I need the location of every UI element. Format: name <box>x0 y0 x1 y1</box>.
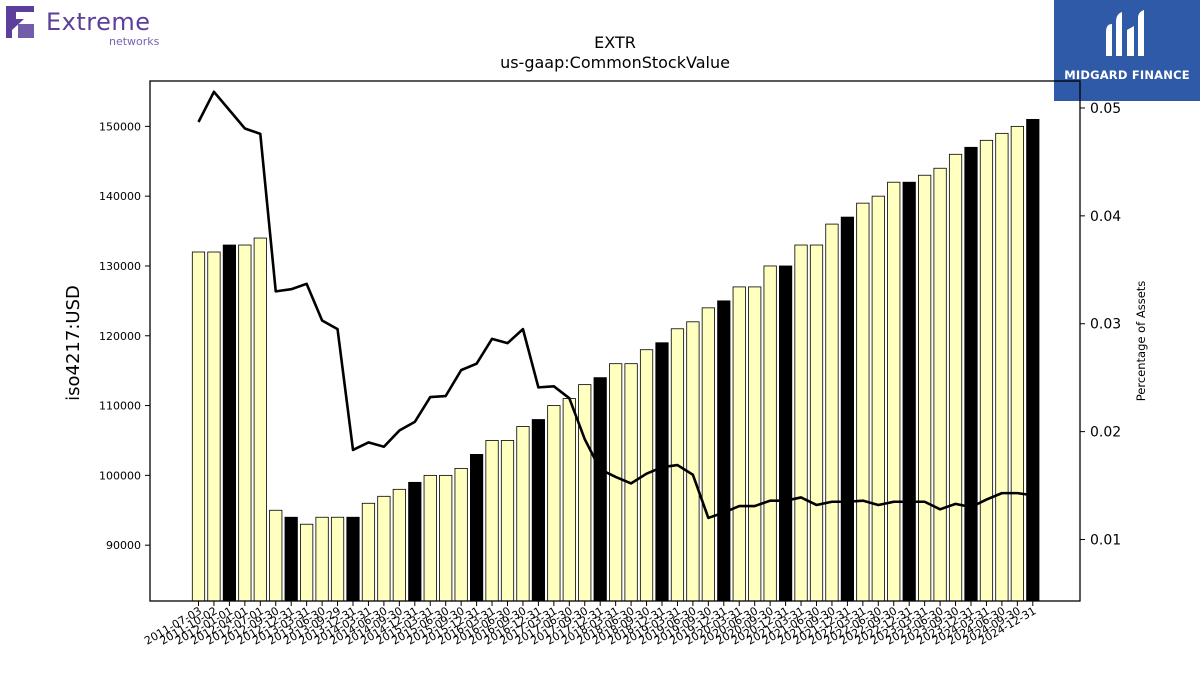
bar <box>809 244 824 602</box>
bar <box>1010 125 1024 602</box>
midgard-logo-icon <box>1106 10 1144 56</box>
bar <box>547 405 561 602</box>
y-tick-label: 120000 <box>99 330 141 343</box>
plot-frame <box>149 80 1081 602</box>
bar <box>918 174 932 602</box>
bar <box>222 244 236 602</box>
bar <box>284 516 298 602</box>
chart-subtitle: us-gaap:CommonStockValue <box>500 53 730 72</box>
bar <box>191 251 206 602</box>
bar <box>593 377 607 602</box>
bar <box>933 167 947 602</box>
y-tick-label: 100000 <box>99 469 141 482</box>
y-tick-label: 130000 <box>99 260 141 273</box>
bar <box>454 467 468 602</box>
bar <box>330 516 345 602</box>
bar <box>361 502 376 602</box>
bar <box>253 237 267 602</box>
bar <box>609 363 623 602</box>
y2-tick-label: 0.01 <box>1090 533 1121 549</box>
y2-tick-label: 0.02 <box>1090 425 1121 441</box>
chart-title: EXTR <box>594 33 636 52</box>
bar <box>825 223 839 602</box>
bar <box>794 244 808 602</box>
extreme-logo-icon <box>6 6 34 38</box>
y-tick-label: 150000 <box>99 120 141 133</box>
y-tick-label: 140000 <box>99 190 141 203</box>
bar <box>902 181 916 602</box>
bar <box>423 474 437 602</box>
bar <box>763 265 777 602</box>
bar <box>531 419 546 602</box>
y-tick-label: 90000 <box>106 539 141 552</box>
bar <box>995 132 1009 602</box>
bar <box>748 286 762 602</box>
bar <box>238 244 252 602</box>
bar <box>948 153 963 602</box>
bar <box>269 509 283 602</box>
bar <box>887 181 901 602</box>
bar <box>408 481 422 602</box>
bar <box>392 488 406 602</box>
bar <box>439 474 453 602</box>
bar <box>207 251 221 602</box>
bar <box>469 454 484 602</box>
y2-axis-label: Percentage of Assets <box>1134 281 1148 402</box>
bar <box>562 398 576 602</box>
bar <box>840 216 855 602</box>
bar <box>315 516 329 602</box>
y2-tick-label: 0.04 <box>1090 209 1121 225</box>
bar <box>717 300 731 602</box>
extreme-logo-sub: networks <box>109 35 160 48</box>
extreme-logo-word: Extreme <box>46 8 151 36</box>
y2-tick-label: 0.05 <box>1090 101 1121 117</box>
bar <box>871 195 885 602</box>
bar <box>686 321 700 602</box>
bar <box>1026 118 1040 602</box>
y-tick-label: 110000 <box>99 400 141 413</box>
percentage-line <box>197 90 1033 520</box>
bar <box>516 426 530 602</box>
y2-tick-label: 0.03 <box>1090 317 1121 333</box>
bar <box>485 440 499 602</box>
bar <box>300 523 314 602</box>
bar <box>377 495 391 602</box>
midgard-finance-logo: MIDGARD FINANCE <box>1054 0 1200 101</box>
bar <box>346 516 360 602</box>
bar <box>979 139 994 602</box>
bar <box>964 146 978 602</box>
extreme-networks-logo: Extreme networks <box>4 4 174 48</box>
y-axis-label: iso4217:USD <box>63 285 84 401</box>
bar <box>500 440 515 602</box>
bar <box>578 384 592 602</box>
bar <box>856 202 870 602</box>
bar <box>701 307 715 602</box>
bar <box>732 286 746 602</box>
bar <box>779 265 793 602</box>
midgard-logo-text: MIDGARD FINANCE <box>1064 68 1190 82</box>
bar <box>655 342 669 602</box>
